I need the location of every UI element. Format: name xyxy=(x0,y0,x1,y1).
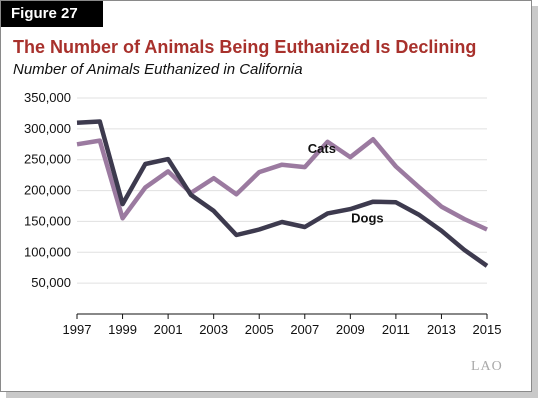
lao-logo: LAO xyxy=(471,359,503,374)
x-tick-label-2009: 2009 xyxy=(336,322,365,337)
series-line-dogs xyxy=(76,119,489,268)
y-tick-label-300000: 300,000 xyxy=(24,121,71,136)
x-tick-label-2001: 2001 xyxy=(154,322,183,337)
y-tick-label-150000: 150,000 xyxy=(24,213,71,228)
series-label-cats: Cats xyxy=(308,141,336,156)
x-tick-label-2015: 2015 xyxy=(473,322,502,337)
y-tick-label-350000: 350,000 xyxy=(24,90,71,105)
x-tick-label-2005: 2005 xyxy=(245,322,274,337)
y-tick-label-50000: 50,000 xyxy=(31,275,71,290)
x-tick-label-2011: 2011 xyxy=(382,322,410,337)
chart-title: The Number of Animals Being Euthanized I… xyxy=(13,37,477,57)
x-tick-label-2013: 2013 xyxy=(427,322,456,337)
x-tick-label-2007: 2007 xyxy=(290,322,319,337)
x-tick-label-2003: 2003 xyxy=(199,322,228,337)
figure-label: Figure 27 xyxy=(1,1,103,27)
x-tick-label-1999: 1999 xyxy=(108,322,137,337)
series-label-dogs: Dogs xyxy=(351,211,384,226)
frame-shadow-right xyxy=(532,6,538,398)
frame-shadow-bottom xyxy=(6,392,538,398)
chart-subtitle: Number of Animals Euthanized in Californ… xyxy=(13,61,303,78)
y-tick-label-200000: 200,000 xyxy=(24,183,71,198)
figure-frame: Figure 27 The Number of Animals Being Eu… xyxy=(0,0,532,392)
y-tick-label-100000: 100,000 xyxy=(24,244,71,259)
y-tick-label-250000: 250,000 xyxy=(24,152,71,167)
series-line-cats xyxy=(76,137,488,232)
x-tick-label-1997: 1997 xyxy=(63,322,92,337)
line-chart: 50,000 100,000 150,000 200,000 250,000 300,00… xyxy=(24,90,502,337)
